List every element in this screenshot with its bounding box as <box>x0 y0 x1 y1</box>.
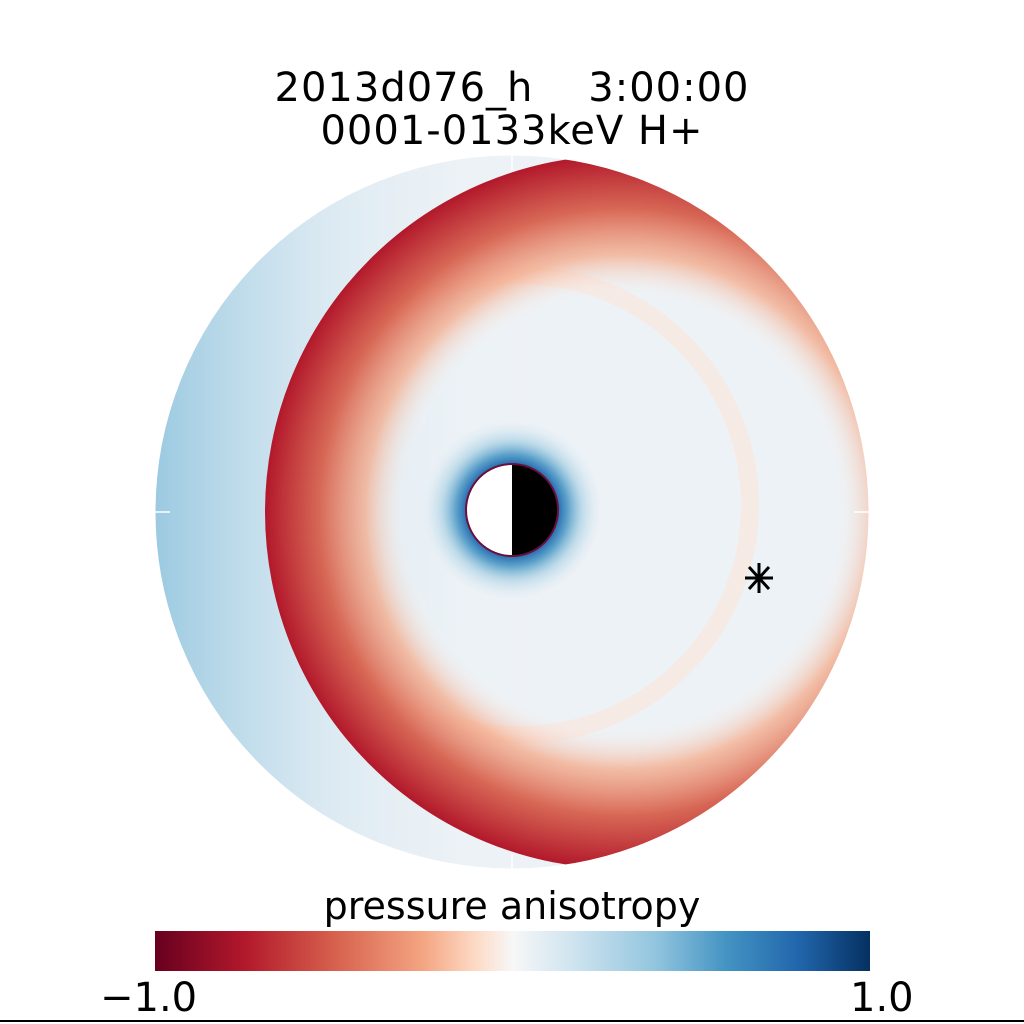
colorbar-min-label: −1.0 <box>100 975 198 1021</box>
outer-red-gradient <box>265 155 869 869</box>
earth-night-side <box>512 464 558 556</box>
axis-ticks <box>155 155 869 869</box>
colorbar-label: pressure anisotropy <box>323 884 701 928</box>
plot-title-line-2: 0001-0133keV H+ <box>320 108 704 154</box>
earth-symbol <box>465 463 559 557</box>
colorbar <box>155 931 870 971</box>
earth-outline <box>465 463 559 557</box>
colorbar-max-label: 1.0 <box>850 975 914 1021</box>
satellite-marker <box>745 563 773 593</box>
plot-title-line-1: 2013d076_h 3:00:00 <box>274 65 750 111</box>
